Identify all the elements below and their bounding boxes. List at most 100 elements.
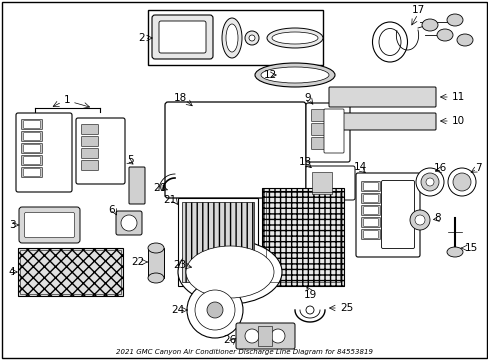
FancyBboxPatch shape [159,21,205,53]
Text: 22: 22 [131,257,144,267]
Bar [258,326,271,346]
Ellipse shape [446,247,462,257]
Text: 6: 6 [108,205,115,215]
Bar [18,248,123,296]
Bar [265,192,339,282]
FancyBboxPatch shape [81,161,98,171]
FancyBboxPatch shape [23,157,40,164]
Ellipse shape [305,306,313,314]
Ellipse shape [415,168,443,196]
Text: 7: 7 [474,163,480,173]
Text: 3: 3 [9,220,15,230]
Ellipse shape [414,215,424,225]
Ellipse shape [195,290,235,330]
Text: 26: 26 [223,335,236,345]
Bar [20,250,121,294]
Text: 15: 15 [464,243,477,253]
Ellipse shape [222,18,242,58]
FancyBboxPatch shape [311,138,326,149]
FancyBboxPatch shape [16,113,72,192]
Ellipse shape [456,34,472,46]
FancyBboxPatch shape [21,156,42,166]
Bar [148,10,323,65]
Text: 21: 21 [163,195,176,205]
Text: 23: 23 [173,260,186,270]
FancyBboxPatch shape [81,149,98,158]
Text: 8: 8 [434,213,440,223]
FancyBboxPatch shape [311,123,326,135]
Ellipse shape [421,19,437,31]
Text: 4: 4 [9,267,15,277]
Text: 10: 10 [451,116,464,126]
FancyBboxPatch shape [381,180,414,248]
FancyBboxPatch shape [152,15,213,59]
Ellipse shape [254,63,334,87]
FancyBboxPatch shape [19,207,80,243]
Bar [178,198,258,286]
Text: 20: 20 [153,183,166,193]
FancyBboxPatch shape [21,131,42,141]
FancyBboxPatch shape [363,207,378,214]
FancyBboxPatch shape [23,133,40,140]
Ellipse shape [178,240,282,304]
FancyBboxPatch shape [361,230,380,239]
FancyBboxPatch shape [23,145,40,152]
FancyBboxPatch shape [236,323,294,349]
Text: 25: 25 [339,303,352,313]
Text: 18: 18 [173,93,186,103]
Ellipse shape [121,215,137,231]
Ellipse shape [244,329,259,343]
Ellipse shape [266,28,323,48]
FancyBboxPatch shape [361,217,380,228]
Ellipse shape [148,243,163,253]
Text: 14: 14 [353,162,366,172]
Bar [311,172,331,194]
FancyBboxPatch shape [81,125,98,135]
Ellipse shape [271,32,317,44]
FancyBboxPatch shape [363,219,378,226]
Text: 9: 9 [304,93,311,103]
Text: 19: 19 [303,290,316,300]
FancyBboxPatch shape [23,169,40,176]
Ellipse shape [148,273,163,283]
FancyBboxPatch shape [116,211,142,235]
Ellipse shape [447,168,475,196]
FancyBboxPatch shape [361,194,380,203]
Ellipse shape [185,246,273,298]
FancyBboxPatch shape [363,231,378,238]
Ellipse shape [452,173,470,191]
FancyBboxPatch shape [363,183,378,190]
Bar [182,202,253,282]
Ellipse shape [248,35,254,41]
FancyBboxPatch shape [129,167,145,204]
FancyBboxPatch shape [324,109,343,153]
Ellipse shape [425,178,433,186]
Text: 17: 17 [410,5,424,15]
Ellipse shape [186,282,243,338]
FancyBboxPatch shape [21,144,42,153]
Text: 12: 12 [263,70,276,80]
Text: 2021 GMC Canyon Air Conditioner Discharge Line Diagram for 84553819: 2021 GMC Canyon Air Conditioner Discharg… [116,349,372,355]
FancyBboxPatch shape [24,212,74,238]
FancyBboxPatch shape [305,103,349,162]
Ellipse shape [261,67,328,83]
Bar [148,248,163,278]
Text: 1: 1 [63,95,70,105]
Text: 16: 16 [432,163,446,173]
Ellipse shape [206,302,223,318]
FancyBboxPatch shape [76,118,125,184]
Ellipse shape [420,173,438,191]
FancyBboxPatch shape [21,167,42,177]
FancyBboxPatch shape [328,87,435,107]
FancyBboxPatch shape [355,173,419,257]
FancyBboxPatch shape [23,121,40,128]
Text: 11: 11 [451,92,464,102]
Ellipse shape [436,29,452,41]
FancyBboxPatch shape [21,120,42,130]
FancyBboxPatch shape [81,136,98,147]
FancyBboxPatch shape [164,102,305,198]
Ellipse shape [225,24,238,52]
Ellipse shape [244,31,259,45]
Ellipse shape [409,210,429,230]
FancyBboxPatch shape [363,195,378,202]
